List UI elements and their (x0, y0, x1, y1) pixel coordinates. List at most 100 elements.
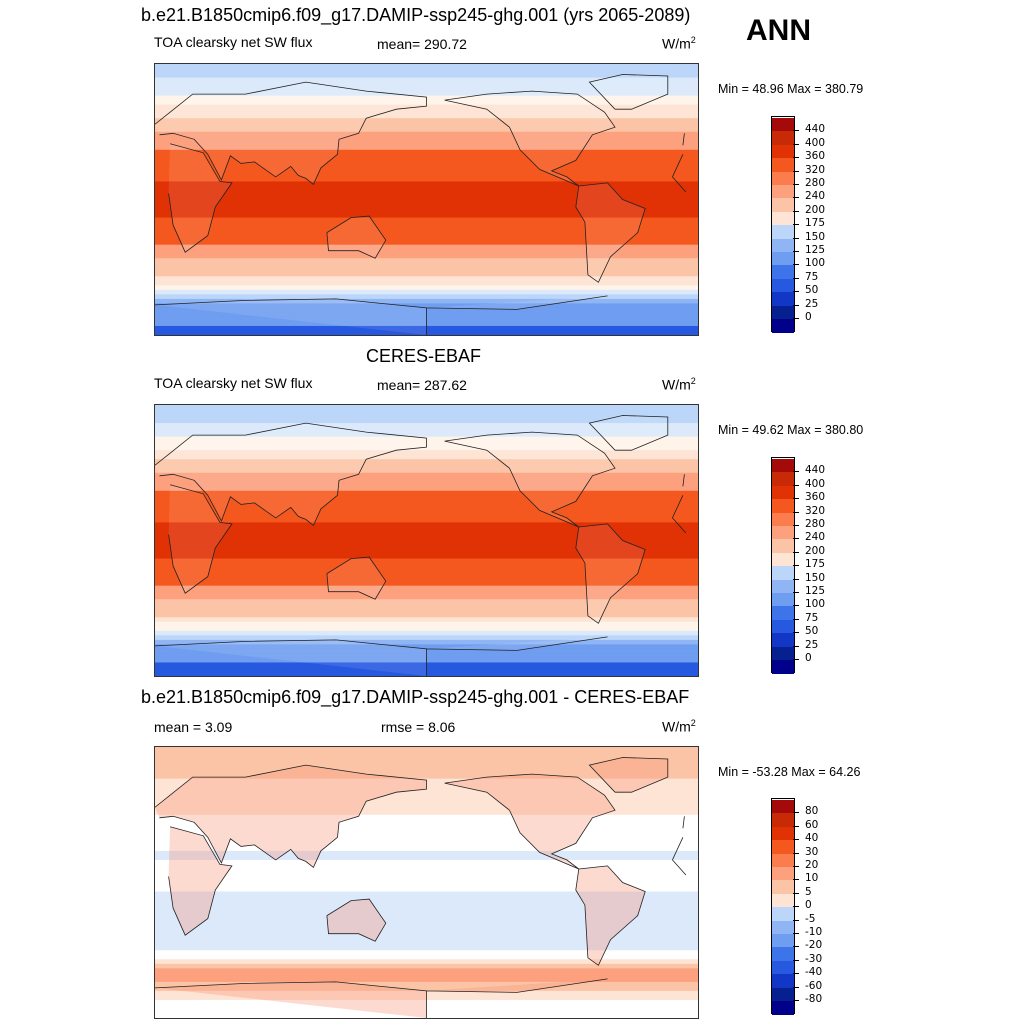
zonal-band (155, 617, 698, 623)
colorbar-label: 320 (805, 163, 826, 176)
colorbar-tick (793, 986, 799, 988)
colorbar-tick (793, 304, 799, 306)
colorbar-segment (772, 593, 794, 607)
zonal-band (155, 513, 698, 519)
zonal-band (155, 432, 698, 438)
zonal-band (155, 954, 698, 960)
zonal-band (155, 554, 698, 560)
zonal-band (155, 418, 698, 424)
zonal-band (155, 226, 698, 232)
panel2-map (154, 404, 699, 677)
zonal-band (155, 635, 698, 641)
colorbar-label: -80 (805, 993, 823, 1005)
zonal-band (155, 486, 698, 492)
zonal-band (155, 891, 698, 897)
zonal-band (155, 814, 698, 820)
zonal-band (155, 118, 698, 124)
zonal-band (155, 540, 698, 546)
colorbar-tick (793, 852, 799, 854)
zonal-band (155, 873, 698, 879)
colorbar-box (771, 116, 795, 333)
zonal-band (155, 280, 698, 286)
colorbar-label: 400 (805, 477, 826, 490)
zonal-band (155, 972, 698, 978)
zonal-band (155, 837, 698, 843)
zonal-band (155, 923, 698, 929)
zonal-band (155, 639, 698, 645)
zonal-band (155, 289, 698, 295)
colorbar-tick (793, 618, 799, 620)
coastline-australia (326, 556, 387, 600)
colorbar-tick (793, 130, 799, 132)
colorbar-segment (772, 238, 794, 253)
zonal-band (155, 508, 698, 514)
coastline-greenland (588, 415, 669, 451)
colorbar-label: 360 (805, 491, 826, 504)
zonal-band (155, 905, 698, 911)
colorbar-label: 320 (805, 504, 826, 517)
colorbar-segment (772, 319, 794, 333)
coastline-s-america (575, 865, 646, 966)
season-label: ANN (746, 14, 811, 47)
colorbar-segment (772, 131, 794, 146)
zonal-band (155, 918, 698, 924)
zonal-band (155, 190, 698, 196)
colorbar-segment (772, 947, 794, 962)
zonal-band (155, 932, 698, 938)
panel2-mean-label: mean= 287.62 (377, 377, 467, 393)
zonal-band (155, 769, 698, 775)
zonal-band (155, 459, 698, 465)
colorbar-tick (793, 170, 799, 172)
zonal-band (155, 751, 698, 757)
colorbar-tick (793, 866, 799, 867)
coastline-eurasia (155, 81, 685, 186)
colorbar-label: 240 (805, 531, 826, 544)
colorbar-tick (793, 565, 799, 567)
colorbar-segment (772, 118, 794, 132)
coastline-antarctica (155, 636, 608, 676)
colorbar-label: 175 (805, 217, 826, 230)
zonal-band (155, 477, 698, 483)
zonal-band (155, 864, 698, 870)
colorbar-segment (772, 579, 794, 594)
colorbar-segment (772, 459, 794, 473)
zonal-band (155, 204, 698, 210)
zonal-band (155, 936, 698, 942)
zonal-band (155, 747, 698, 753)
colorbar-segment (772, 185, 794, 199)
colorbar-label: 280 (805, 177, 826, 189)
zonal-band (155, 567, 698, 573)
colorbar-segment (772, 485, 794, 500)
colorbar-tick (793, 906, 799, 908)
zonal-band (155, 450, 698, 456)
colorbar-segment (772, 499, 794, 514)
colorbar-segment (772, 252, 794, 266)
colorbar-label: 280 (805, 518, 826, 530)
colorbar-tick (793, 251, 799, 252)
zonal-band (155, 262, 698, 268)
zonal-band (155, 463, 698, 469)
zonal-band (155, 504, 698, 510)
zonal-band (155, 531, 698, 537)
colorbar-label: 75 (805, 611, 819, 624)
zonal-band (155, 603, 698, 609)
colorbar-tick (793, 812, 799, 814)
zonal-band (155, 481, 698, 487)
colorbar-segment (772, 646, 794, 661)
colorbar-tick (793, 892, 799, 894)
colorbar-tick (793, 197, 799, 199)
coastline-n-america (444, 90, 616, 187)
zonal-band (155, 294, 698, 300)
colorbar-segment (772, 619, 794, 634)
panel2-title: CERES-EBAF (366, 346, 482, 366)
zonal-band (155, 819, 698, 825)
colorbar-segment (772, 826, 794, 841)
colorbar-label: 440 (805, 123, 826, 136)
coastline-greenland (588, 757, 669, 793)
zonal-band (155, 285, 698, 291)
colorbar-tick (793, 659, 799, 660)
coastline-australia (326, 898, 387, 942)
zonal-band (155, 950, 698, 956)
zonal-band (155, 127, 698, 133)
zonal-band (155, 805, 698, 811)
